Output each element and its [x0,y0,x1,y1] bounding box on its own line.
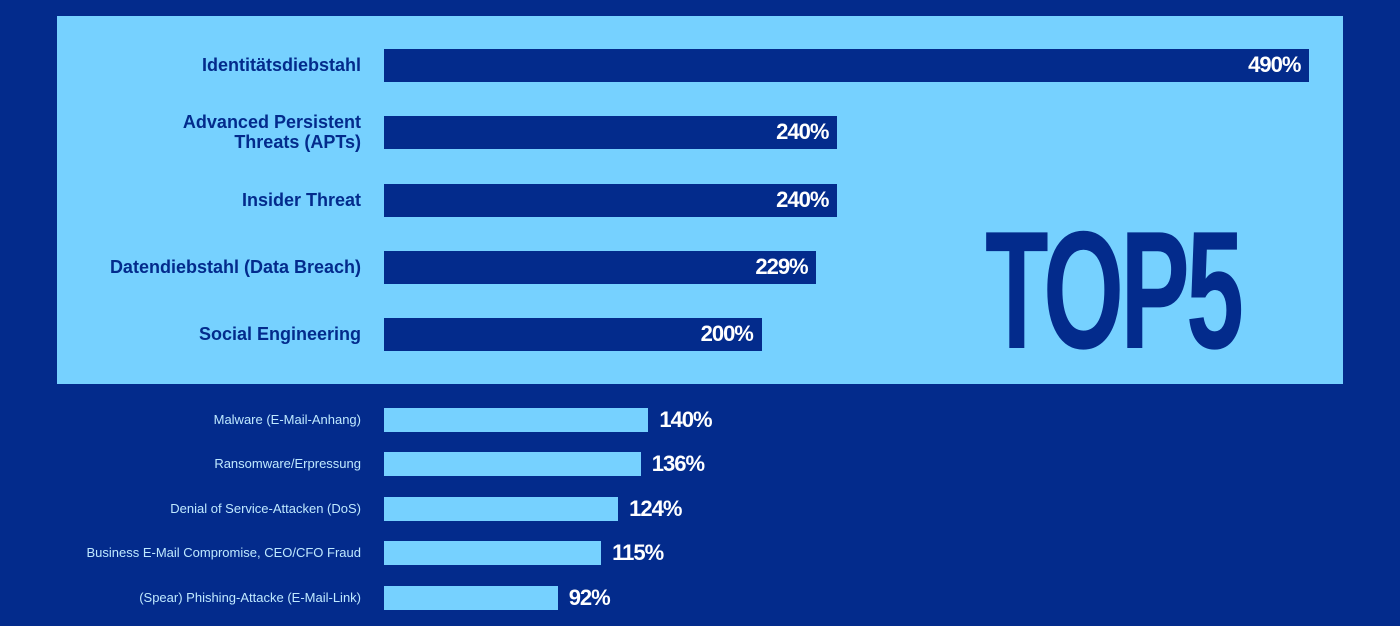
category-label-identit-tsdiebstahl: Identitätsdiebstahl [201,55,361,75]
bar-spear-phishing-attacke-e-mail-link [384,586,558,610]
value-label-malware-e-mail-anhang: 140% [659,407,712,432]
bar-social-engineering [384,317,762,351]
bar-advanced-persistent-threats-apts [384,115,838,149]
value-label-ransomware-erpressung: 136% [651,451,705,476]
value-label-spear-phishing-attacke-e-mail-link: 92% [568,585,611,610]
category-label-datendiebstahl-data-breach: Datendiebstahl (Data Breach) [109,257,361,277]
value-label-advanced-persistent-threats-apts: 240% [776,119,829,144]
category-label-denial-of-service-attacken-dos: Denial of Service-Attacken (DoS) [170,501,361,516]
category-label-business-e-mail-compromise-ceo-cfo-fraud: Business E-Mail Compromise, CEO/CFO Frau… [86,545,361,560]
top5-badge: TOP5 [985,196,1244,384]
value-label-business-e-mail-compromise-ceo-cfo-fraud: 115% [612,540,664,565]
bar-ransomware-erpressung [384,452,641,476]
bar-insider-threat [384,183,838,217]
bar-malware-e-mail-anhang [384,408,649,432]
value-label-social-engineering: 200% [700,321,754,346]
value-label-insider-threat: 240% [776,187,829,212]
bar-business-e-mail-compromise-ceo-cfo-fraud [384,541,602,565]
category-label-advanced-persistent-threats-apts: Advanced Persistent Threats (APTs) [182,112,361,152]
value-label-identit-tsdiebstahl: 490% [1248,52,1301,77]
category-label-insider-threat: Insider Threat [241,190,361,210]
value-label-denial-of-service-attacken-dos: 124% [629,496,682,521]
category-label-malware-e-mail-anhang: Malware (E-Mail-Anhang) [213,412,361,427]
category-label-spear-phishing-attacke-e-mail-link: (Spear) Phishing-Attacke (E-Mail-Link) [139,590,361,605]
bar-identit-tsdiebstahl [384,48,1310,82]
bar-datendiebstahl-data-breach [384,250,817,284]
category-label-social-engineering: Social Engineering [198,324,361,344]
category-label-ransomware-erpressung: Ransomware/Erpressung [214,456,361,471]
bar-denial-of-service-attacken-dos [384,497,619,521]
value-label-datendiebstahl-data-breach: 229% [755,254,808,279]
